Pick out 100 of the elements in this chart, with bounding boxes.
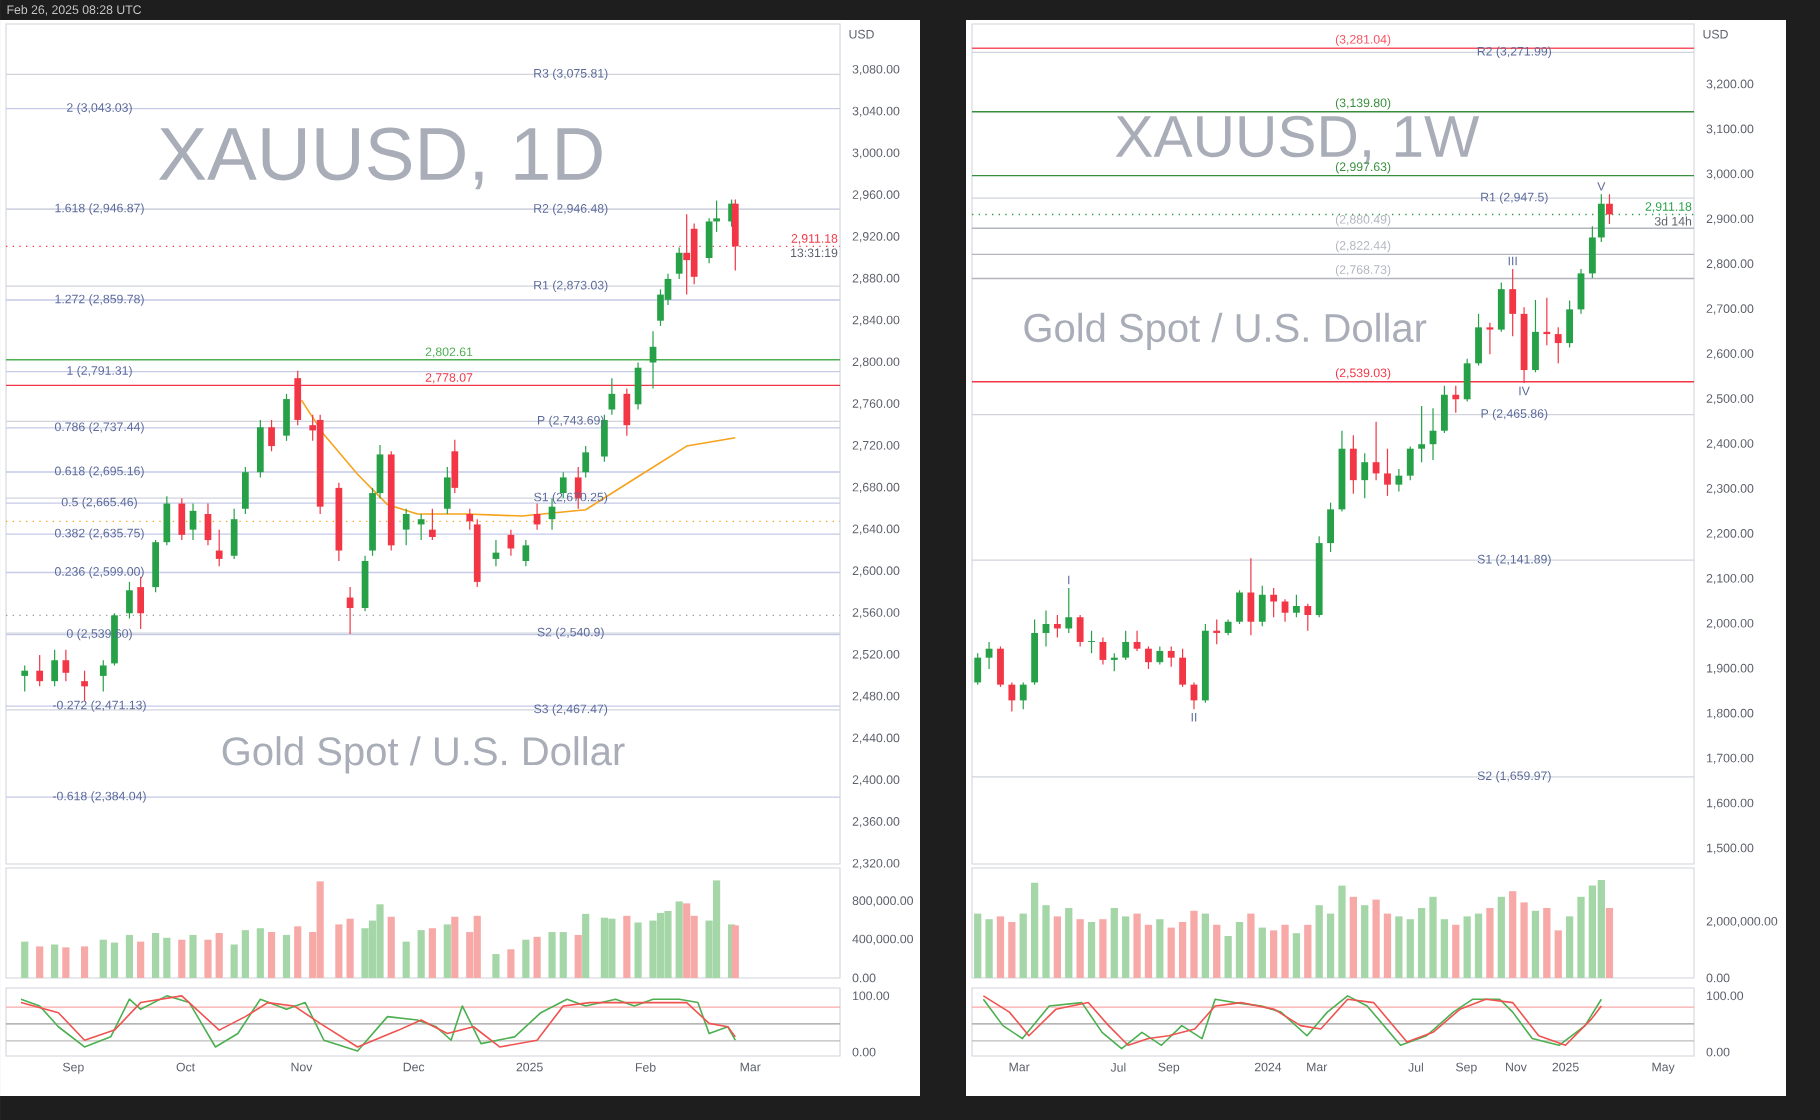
bar xyxy=(1520,902,1528,978)
candlestick xyxy=(1497,281,1505,333)
bar xyxy=(1281,924,1289,978)
candlestick xyxy=(1554,326,1562,364)
candlestick xyxy=(1213,618,1221,645)
candlestick xyxy=(1122,630,1130,661)
candlestick xyxy=(62,649,70,682)
bar xyxy=(608,918,616,978)
bar xyxy=(1065,907,1073,978)
candlestick xyxy=(51,649,59,687)
bar xyxy=(582,913,590,978)
candlestick xyxy=(1463,358,1471,403)
bar xyxy=(1429,896,1437,978)
bar xyxy=(1235,921,1244,978)
candlestick xyxy=(81,670,88,702)
candlestick xyxy=(402,508,410,546)
candlestick xyxy=(705,217,713,264)
bar xyxy=(1326,913,1335,978)
bar xyxy=(623,915,631,978)
candlestick xyxy=(1167,645,1175,668)
candlestick xyxy=(1133,630,1141,652)
bar xyxy=(80,946,89,978)
text: XAUUSD, 1W xyxy=(1115,115,1480,165)
bar xyxy=(1019,913,1027,978)
candlestick xyxy=(1270,587,1278,618)
bar xyxy=(1201,913,1209,978)
candlestick xyxy=(1053,614,1061,639)
bar xyxy=(1008,921,1016,978)
bar xyxy=(1361,905,1369,978)
bar xyxy=(1383,913,1392,978)
bar xyxy=(1463,916,1471,978)
candlestick xyxy=(1588,225,1596,279)
candlestick xyxy=(997,645,1004,688)
bar xyxy=(1372,899,1380,978)
bar xyxy=(1042,905,1050,978)
bar xyxy=(267,932,276,978)
bar xyxy=(256,928,264,978)
bar xyxy=(21,941,29,978)
bar xyxy=(316,881,324,978)
bar xyxy=(443,924,451,978)
bar xyxy=(36,946,44,978)
candlestick xyxy=(1019,681,1027,710)
bar xyxy=(215,933,223,978)
candlestick xyxy=(1258,585,1266,627)
bar xyxy=(1122,916,1130,978)
candlestick xyxy=(1008,681,1016,713)
bar xyxy=(649,920,657,978)
bar xyxy=(559,932,567,978)
candlestick xyxy=(1327,502,1334,553)
candlestick xyxy=(1076,614,1084,648)
candlestick xyxy=(451,439,459,494)
bar xyxy=(656,912,665,978)
bar xyxy=(996,916,1005,978)
bar xyxy=(507,949,515,978)
bar xyxy=(1406,919,1414,978)
bar xyxy=(1213,924,1221,978)
candlestick xyxy=(152,539,159,593)
bar xyxy=(1509,891,1517,978)
candlestick xyxy=(99,659,107,693)
bar xyxy=(1349,896,1357,978)
candlestick xyxy=(163,495,171,546)
bar xyxy=(985,919,993,978)
bar xyxy=(1338,885,1346,978)
bar xyxy=(1133,913,1141,978)
candlestick xyxy=(1406,445,1414,481)
bar xyxy=(294,926,302,978)
candlestick xyxy=(1384,448,1391,497)
bar xyxy=(99,939,107,978)
bar xyxy=(1440,919,1449,978)
candlestick xyxy=(178,497,186,541)
bar xyxy=(1486,907,1494,978)
candlestick xyxy=(126,581,133,620)
bar xyxy=(1304,924,1312,978)
bar xyxy=(1167,927,1175,978)
candlestick xyxy=(1247,557,1255,636)
candlestick xyxy=(1532,299,1539,373)
candlestick xyxy=(608,377,616,416)
candlestick xyxy=(1293,594,1300,618)
candlestick xyxy=(1088,630,1095,654)
bar xyxy=(1178,921,1187,978)
candlestick xyxy=(443,466,451,515)
candlestick xyxy=(522,539,530,567)
bar xyxy=(1315,905,1323,978)
candlestick xyxy=(1486,322,1494,355)
bar xyxy=(1053,916,1062,978)
candlestick xyxy=(1606,193,1613,225)
candlestick xyxy=(1372,421,1380,481)
bar xyxy=(152,933,160,978)
bar xyxy=(282,934,291,978)
bar xyxy=(204,939,212,978)
bar xyxy=(533,936,541,978)
candlestick xyxy=(683,213,691,296)
bar xyxy=(1395,916,1403,978)
candlestick xyxy=(429,508,436,541)
bar xyxy=(361,928,369,978)
bar xyxy=(1531,910,1540,978)
candlestick xyxy=(242,466,249,515)
bar xyxy=(1605,907,1614,978)
bar xyxy=(1224,935,1232,978)
bar xyxy=(62,947,70,978)
